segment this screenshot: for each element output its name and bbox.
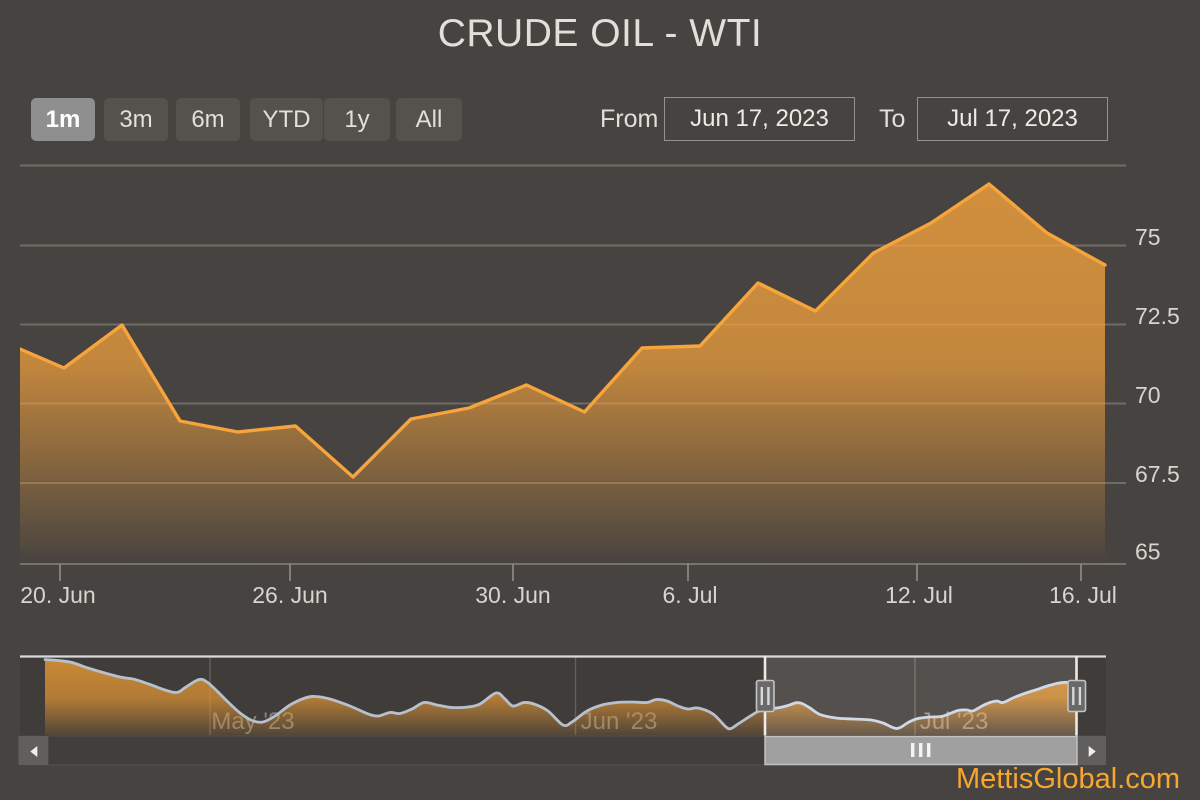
svg-text:65: 65: [1135, 539, 1161, 565]
svg-text:75: 75: [1135, 224, 1161, 250]
svg-text:12. Jul: 12. Jul: [885, 582, 953, 608]
svg-text:70: 70: [1135, 382, 1161, 408]
svg-text:72.5: 72.5: [1135, 303, 1180, 329]
svg-text:16. Jul: 16. Jul: [1049, 582, 1117, 608]
svg-text:6. Jul: 6. Jul: [663, 582, 718, 608]
svg-text:20. Jun: 20. Jun: [20, 582, 95, 608]
svg-text:26. Jun: 26. Jun: [252, 582, 327, 608]
svg-text:30. Jun: 30. Jun: [475, 582, 550, 608]
svg-text:67.5: 67.5: [1135, 461, 1180, 487]
